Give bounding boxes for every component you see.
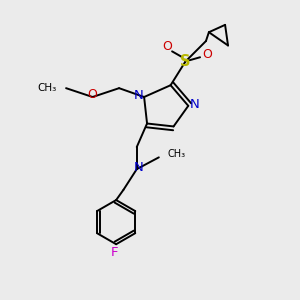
Text: O: O [88, 88, 98, 101]
Text: N: N [133, 161, 143, 174]
Text: N: N [190, 98, 200, 111]
Text: CH₃: CH₃ [168, 149, 186, 159]
Text: F: F [111, 246, 118, 259]
Text: CH₃: CH₃ [38, 83, 57, 93]
Text: N: N [133, 89, 143, 102]
Text: S: S [180, 54, 190, 69]
Text: O: O [163, 40, 172, 53]
Text: O: O [202, 48, 212, 61]
